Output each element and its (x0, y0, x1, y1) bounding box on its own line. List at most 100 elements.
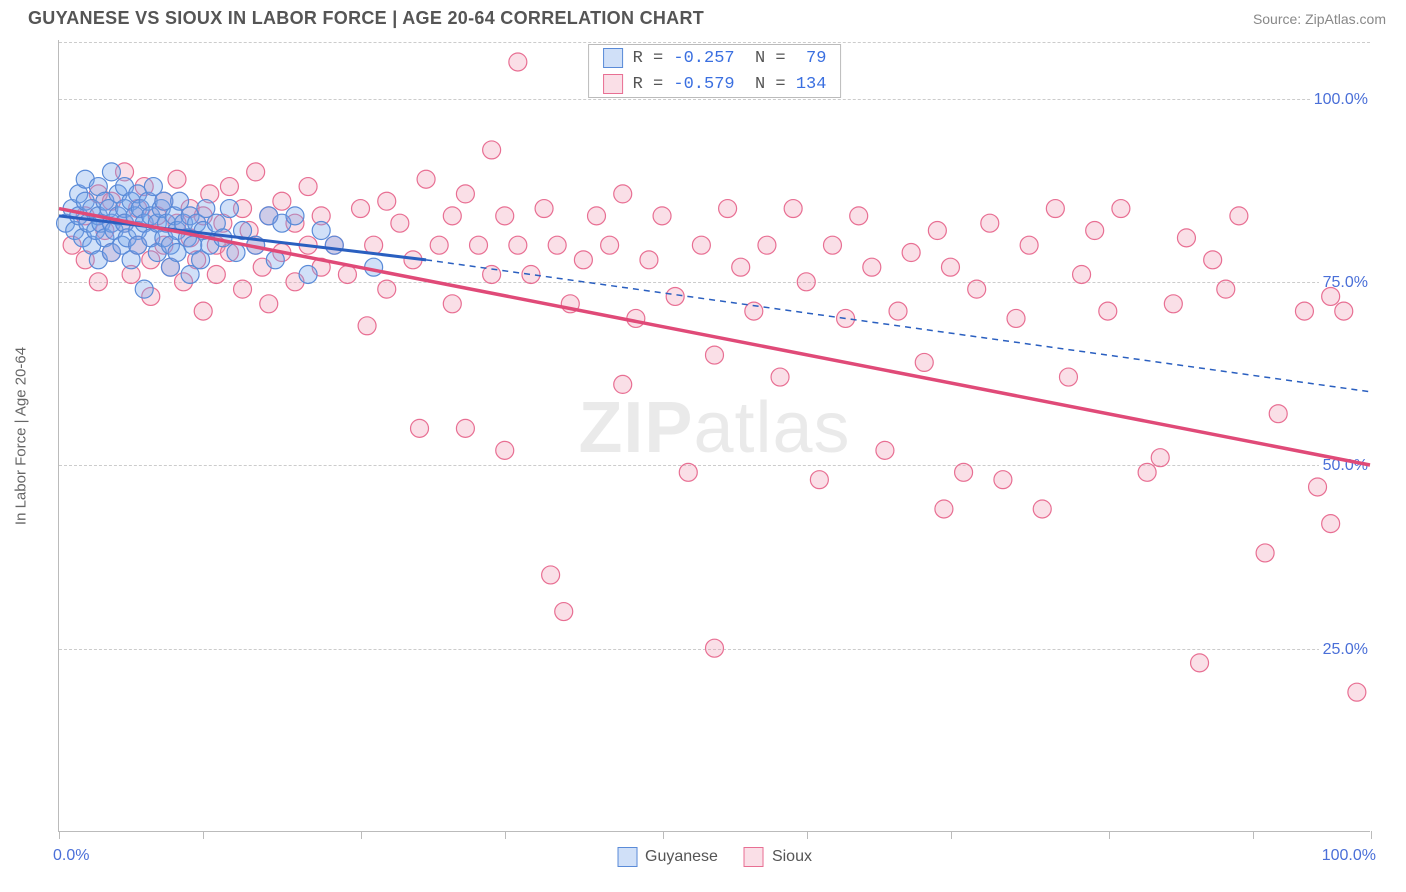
data-point (1217, 280, 1235, 298)
swatch-guyanese (603, 48, 623, 68)
data-point (955, 463, 973, 481)
data-point (1099, 302, 1117, 320)
data-point (299, 265, 317, 283)
data-point (483, 141, 501, 159)
data-point (771, 368, 789, 386)
legend-row-guyanese: R = -0.257 N = 79 (589, 45, 841, 71)
data-point (555, 603, 573, 621)
data-point (207, 265, 225, 283)
data-point (705, 639, 723, 657)
data-point (1204, 251, 1222, 269)
data-point (542, 566, 560, 584)
data-point (935, 500, 953, 518)
data-point (1295, 302, 1313, 320)
legend-row-sioux: R = -0.579 N = 134 (589, 71, 841, 97)
legend-item-sioux: Sioux (744, 847, 812, 867)
legend-item-guyanese: Guyanese (617, 847, 718, 867)
data-point (1046, 200, 1064, 218)
data-point (1191, 654, 1209, 672)
data-point (928, 222, 946, 240)
data-point (325, 236, 343, 254)
data-point (299, 178, 317, 196)
chart-title: GUYANESE VS SIOUX IN LABOR FORCE | AGE 2… (28, 8, 704, 29)
data-point (378, 280, 396, 298)
data-point (915, 353, 933, 371)
data-point (1335, 302, 1353, 320)
data-point (338, 265, 356, 283)
data-point (1230, 207, 1248, 225)
chart-frame: In Labor Force | Age 20-64 25.0%50.0%75.… (58, 40, 1370, 832)
data-point (220, 200, 238, 218)
data-point (496, 207, 514, 225)
data-point (496, 441, 514, 459)
data-point (548, 236, 566, 254)
data-point (614, 375, 632, 393)
data-point (286, 207, 304, 225)
data-point (234, 280, 252, 298)
data-point (522, 265, 540, 283)
data-point (1322, 287, 1340, 305)
data-point (1086, 222, 1104, 240)
data-point (601, 236, 619, 254)
data-point (1073, 265, 1091, 283)
data-point (1059, 368, 1077, 386)
data-point (968, 280, 986, 298)
data-point (168, 170, 186, 188)
data-point (352, 200, 370, 218)
data-point (135, 280, 153, 298)
data-point (889, 302, 907, 320)
source-credit: Source: ZipAtlas.com (1253, 11, 1386, 27)
data-point (797, 273, 815, 291)
data-point (588, 207, 606, 225)
data-point (653, 207, 671, 225)
data-point (102, 163, 120, 181)
data-point (1348, 683, 1366, 701)
data-point (509, 236, 527, 254)
data-point (1138, 463, 1156, 481)
data-point (1007, 309, 1025, 327)
data-point (666, 287, 684, 305)
swatch-sioux-bottom (744, 847, 764, 867)
data-point (1309, 478, 1327, 496)
data-point (902, 244, 920, 262)
data-point (378, 192, 396, 210)
data-point (443, 295, 461, 313)
data-point (1020, 236, 1038, 254)
data-point (220, 178, 238, 196)
data-point (1151, 449, 1169, 467)
x-axis-max-label: 100.0% (1322, 847, 1376, 865)
data-point (456, 185, 474, 203)
data-point (850, 207, 868, 225)
trend-line (59, 209, 1370, 465)
data-point (692, 236, 710, 254)
data-point (535, 200, 553, 218)
swatch-guyanese-bottom (617, 847, 637, 867)
data-point (1269, 405, 1287, 423)
data-point (443, 207, 461, 225)
data-point (863, 258, 881, 276)
data-point (994, 471, 1012, 489)
data-point (456, 419, 474, 437)
data-point (640, 251, 658, 269)
data-point (1033, 500, 1051, 518)
data-point (411, 419, 429, 437)
data-point (941, 258, 959, 276)
data-point (823, 236, 841, 254)
data-point (1112, 200, 1130, 218)
swatch-sioux (603, 74, 623, 94)
data-point (89, 273, 107, 291)
data-point (391, 214, 409, 232)
data-point (470, 236, 488, 254)
data-point (719, 200, 737, 218)
legend-label-sioux: Sioux (772, 848, 812, 866)
plot-area (59, 40, 1370, 831)
data-point (679, 463, 697, 481)
data-point (260, 295, 278, 313)
series-legend: Guyanese Sioux (617, 847, 812, 867)
data-point (273, 192, 291, 210)
legend-stats-guyanese: R = -0.257 N = 79 (633, 49, 827, 68)
data-point (358, 317, 376, 335)
data-point (810, 471, 828, 489)
legend-stats-sioux: R = -0.579 N = 134 (633, 75, 827, 94)
data-point (732, 258, 750, 276)
